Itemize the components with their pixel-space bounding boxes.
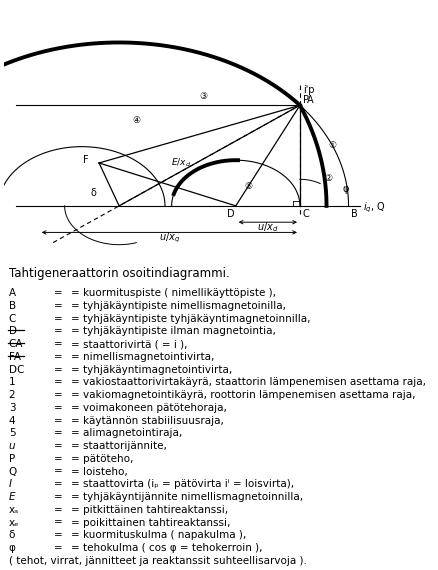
Text: Tahtigeneraattorin osoitindiagrammi.: Tahtigeneraattorin osoitindiagrammi. <box>9 267 229 280</box>
Text: = tyhjäkäyntipiste nimellismagnetoinilla,: = tyhjäkäyntipiste nimellismagnetoinilla… <box>71 301 286 311</box>
Text: A: A <box>9 288 16 298</box>
Text: 3: 3 <box>9 403 15 413</box>
Text: B: B <box>351 209 357 219</box>
Text: $i_q$, Q: $i_q$, Q <box>362 200 385 215</box>
Text: = pitkittäinen tahtireaktanssi,: = pitkittäinen tahtireaktanssi, <box>71 505 228 515</box>
Text: P: P <box>9 454 15 464</box>
Text: = vakiomagnetointikäyrä, roottorin lämpenemisen asettama raja,: = vakiomagnetointikäyrä, roottorin lämpe… <box>71 390 415 400</box>
Text: =: = <box>54 479 63 489</box>
Text: FA: FA <box>9 352 21 362</box>
Text: δ: δ <box>9 530 15 540</box>
Text: 2: 2 <box>9 390 15 400</box>
Text: ( tehot, virrat, jännitteet ja reaktanssit suhteellisarvoja ).: ( tehot, virrat, jännitteet ja reaktanss… <box>9 556 306 565</box>
Text: =: = <box>54 301 63 311</box>
Text: =: = <box>54 416 63 426</box>
Text: φ: φ <box>342 184 349 194</box>
Text: =: = <box>54 339 63 349</box>
Text: =: = <box>54 377 63 388</box>
Text: u: u <box>9 441 15 451</box>
Text: E: E <box>9 492 15 502</box>
Text: =: = <box>54 505 63 515</box>
Text: = staattorivirtä ( = i ),: = staattorivirtä ( = i ), <box>71 339 187 349</box>
Text: = kuormituspiste ( nimellikäyttöpiste ),: = kuormituspiste ( nimellikäyttöpiste ), <box>71 288 276 298</box>
Text: = nimellismagnetointivirta,: = nimellismagnetointivirta, <box>71 352 214 362</box>
Text: =: = <box>54 454 63 464</box>
Text: P: P <box>303 95 309 105</box>
Text: =: = <box>54 428 63 438</box>
Text: D: D <box>9 327 17 336</box>
Text: $E/x_d$: $E/x_d$ <box>170 156 191 169</box>
Text: = tehokulma ( cos φ = tehokerroin ),: = tehokulma ( cos φ = tehokerroin ), <box>71 543 262 553</box>
Text: F: F <box>83 155 88 165</box>
Text: D: D <box>226 209 234 219</box>
Text: I: I <box>9 479 12 489</box>
Text: ⑤: ⑤ <box>244 181 252 190</box>
Text: =: = <box>54 530 63 540</box>
Text: $u/x_q$: $u/x_q$ <box>159 231 180 246</box>
Text: = alimagnetointiraja,: = alimagnetointiraja, <box>71 428 182 438</box>
Text: = staattovirta (iₚ = pätövirta iⁱ = loisvirta),: = staattovirta (iₚ = pätövirta iⁱ = lois… <box>71 479 293 489</box>
Text: =: = <box>54 365 63 374</box>
Text: i'p: i'p <box>303 85 314 95</box>
Text: =: = <box>54 288 63 298</box>
Text: 4: 4 <box>9 416 15 426</box>
Text: = vakiostaattorivirtakäyrä, staattorin lämpenemisen asettama raja,: = vakiostaattorivirtakäyrä, staattorin l… <box>71 377 425 388</box>
Text: ③: ③ <box>199 92 207 101</box>
Text: = loisteho,: = loisteho, <box>71 467 127 477</box>
Text: =: = <box>54 518 63 527</box>
Text: =: = <box>54 492 63 502</box>
Text: =: = <box>54 314 63 324</box>
Text: =: = <box>54 403 63 413</box>
Text: C: C <box>302 209 309 219</box>
Text: =: = <box>54 543 63 553</box>
Text: = tyhjäkäyntimagnetointivirta,: = tyhjäkäyntimagnetointivirta, <box>71 365 232 374</box>
Text: ④: ④ <box>132 116 140 125</box>
Text: =: = <box>54 441 63 451</box>
Text: xₑ: xₑ <box>9 518 19 527</box>
Text: CA: CA <box>9 339 23 349</box>
Text: xₐ: xₐ <box>9 505 19 515</box>
Text: =: = <box>54 390 63 400</box>
Text: = poikittainen tahtireaktanssi,: = poikittainen tahtireaktanssi, <box>71 518 230 527</box>
Text: Q: Q <box>9 467 17 477</box>
Text: ①: ① <box>328 141 336 149</box>
Text: C: C <box>9 314 16 324</box>
Text: 1: 1 <box>9 377 15 388</box>
Text: DC: DC <box>9 365 24 374</box>
Text: = käytännön stabiilisuusraja,: = käytännön stabiilisuusraja, <box>71 416 223 426</box>
Text: 5: 5 <box>9 428 15 438</box>
Text: = voimakoneen pätötehoraja,: = voimakoneen pätötehoraja, <box>71 403 226 413</box>
Text: A: A <box>307 95 313 105</box>
Text: = tyhjäkäyntijännite nimellismagnetoinnilla,: = tyhjäkäyntijännite nimellismagnetoinni… <box>71 492 303 502</box>
Text: = tyhjäkäyntipiste ilman magnetointia,: = tyhjäkäyntipiste ilman magnetointia, <box>71 327 276 336</box>
Text: δ: δ <box>90 188 96 198</box>
Text: = tyhjäkäyntipiste tyhjäkäyntimagnetoinnilla,: = tyhjäkäyntipiste tyhjäkäyntimagnetoinn… <box>71 314 310 324</box>
Text: =: = <box>54 467 63 477</box>
Text: φ: φ <box>9 543 15 553</box>
Text: =: = <box>54 327 63 336</box>
Text: = staattorijännite,: = staattorijännite, <box>71 441 166 451</box>
Text: =: = <box>54 352 63 362</box>
Text: = pätöteho,: = pätöteho, <box>71 454 133 464</box>
Text: B: B <box>9 301 16 311</box>
Text: = kuormituskulma ( napakulma ),: = kuormituskulma ( napakulma ), <box>71 530 246 540</box>
Text: $u/x_d$: $u/x_d$ <box>257 221 278 234</box>
Text: ②: ② <box>324 174 332 183</box>
